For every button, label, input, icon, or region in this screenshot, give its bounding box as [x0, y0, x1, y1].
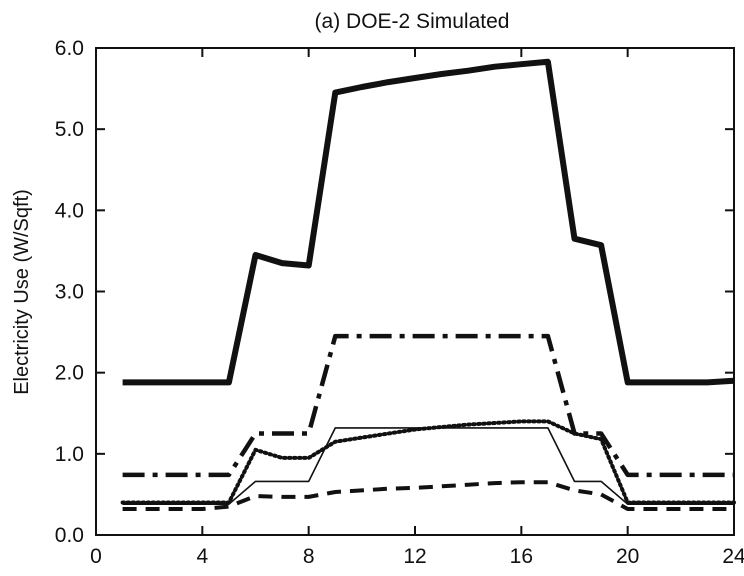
y-tick-label: 3.0 — [55, 281, 84, 304]
plot-border — [95, 47, 735, 536]
y-tick-label: 1.0 — [55, 443, 84, 466]
series-2 — [122, 333, 734, 478]
y-tick-label: 0.0 — [55, 524, 84, 547]
series-line — [122, 480, 734, 511]
y-tick-label: 4.0 — [55, 199, 84, 222]
x-tick-label: 4 — [196, 545, 208, 568]
series-line — [120, 419, 736, 505]
series-1 — [122, 58, 735, 386]
plot-frame — [95, 47, 735, 536]
y-tick-label: 5.0 — [55, 118, 84, 141]
x-tick-label: 0 — [90, 545, 102, 568]
y-axis: 0.0 1.0 2.0 3.0 4.0 5.0 6.0 — [55, 37, 734, 547]
series-3 — [120, 419, 736, 505]
y-axis-label: Electricity Use (W/Sqft) — [11, 189, 33, 395]
series-5 — [122, 480, 734, 511]
y-tick-label: 2.0 — [55, 362, 84, 385]
x-tick-label: 16 — [510, 545, 533, 568]
x-tick-label: 24 — [722, 545, 744, 568]
x-tick-label: 12 — [403, 545, 426, 568]
series-line — [122, 58, 735, 386]
series-4 — [122, 427, 734, 506]
x-axis: 0 4 8 12 16 20 24 — [90, 48, 744, 568]
y-tick-label: 6.0 — [55, 37, 84, 60]
series-line — [122, 427, 734, 506]
series-layer — [120, 58, 736, 511]
series-line — [122, 333, 734, 478]
chart-title: (a) DOE-2 Simulated — [315, 10, 510, 33]
x-tick-label: 8 — [303, 545, 315, 568]
x-tick-label: 20 — [616, 545, 639, 568]
